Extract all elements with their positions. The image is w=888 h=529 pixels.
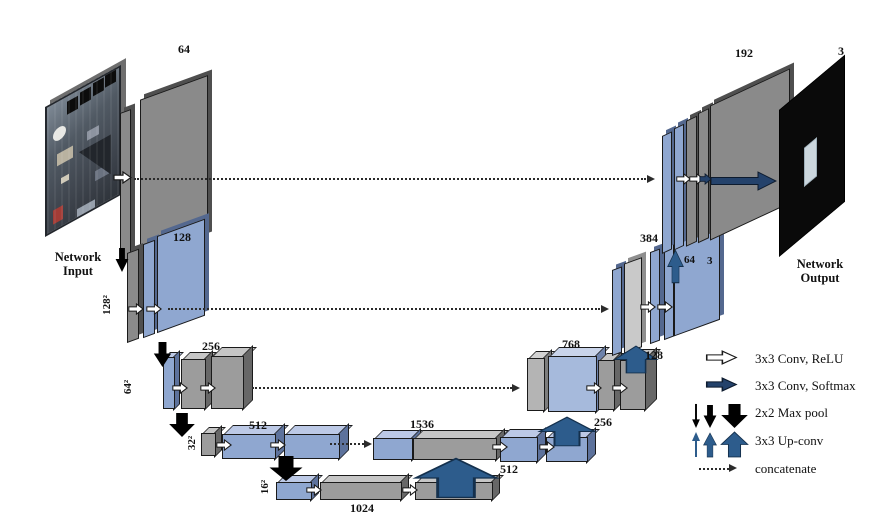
dec-block-1536-skip xyxy=(373,428,425,462)
dec1536-label: 1536 xyxy=(410,417,434,431)
conv-relu-arrow-icon xyxy=(640,301,656,313)
legend-max-pool-large-arrow-icon xyxy=(721,404,748,428)
enc-block-512-map xyxy=(201,425,226,458)
up128-label: 128 xyxy=(645,348,663,362)
up-conv-arrow-icon xyxy=(667,249,684,284)
enc64-label: 64 xyxy=(178,42,190,56)
feature-plane xyxy=(612,266,622,356)
legend-up-conv-thin-arrow-icon xyxy=(692,432,700,457)
conv64-label: 64 xyxy=(684,254,695,266)
max-pool-arrow-icon xyxy=(153,342,172,367)
conv-relu-arrow-icon xyxy=(492,441,508,453)
legend-concatenate-arrowhead-icon xyxy=(729,464,737,472)
legend-max-pool-thin-arrow-icon xyxy=(692,403,700,429)
feature-plane xyxy=(650,248,660,345)
enc1024-label: 1024 xyxy=(350,501,374,515)
dec512-label: 512 xyxy=(500,462,518,476)
pcb-texture xyxy=(47,67,119,234)
enc-block-512-map xyxy=(222,423,289,461)
concat-arrowhead-icon xyxy=(601,305,609,313)
concat-line-3 xyxy=(252,387,512,389)
conv-relu-arrow-icon xyxy=(676,173,691,185)
dec-block-768-conv xyxy=(598,351,626,412)
conv3-label: 3 xyxy=(707,255,713,267)
conv-relu-arrow-icon xyxy=(306,484,322,496)
output-caption: Network Output xyxy=(796,257,844,285)
enc-block-512-map xyxy=(284,423,353,461)
up-conv-arrow-icon xyxy=(412,457,500,499)
conv-relu-arrow-icon xyxy=(657,301,673,313)
conv-relu-arrow-icon xyxy=(113,171,132,184)
legend-up-conv-large-arrow-icon xyxy=(720,431,749,458)
dec-block-768-map xyxy=(548,345,610,414)
conv-relu-arrow-icon xyxy=(200,382,216,394)
feature-plane xyxy=(674,123,684,251)
feature-plane xyxy=(710,68,790,241)
legend-conv-softmax-label: 3x3 Conv, Softmax xyxy=(755,378,856,393)
concat-line-2 xyxy=(168,308,600,310)
max-pool-arrow-icon xyxy=(169,413,195,437)
conv-relu-arrow-icon xyxy=(539,441,555,453)
size32-label: 32² xyxy=(186,435,198,451)
feature-plane xyxy=(143,239,155,339)
legend-concatenate-label: concatenate xyxy=(755,461,817,476)
enc512-label: 512 xyxy=(249,418,267,432)
dec-block-192 xyxy=(662,68,790,263)
legend-max-pool-label: 2x2 Max pool xyxy=(755,405,828,420)
conv-relu-arrow-icon xyxy=(612,382,628,394)
network-input-image xyxy=(45,64,121,237)
enc256-label: 256 xyxy=(202,339,220,353)
up-conv-arrow-icon xyxy=(537,416,597,447)
max-pool-arrow-icon xyxy=(115,248,129,272)
size16-label: 16² xyxy=(259,479,271,495)
conv-softmax-arrow-icon xyxy=(711,171,777,191)
enc-block-256-map xyxy=(163,350,184,411)
dec384-label: 384 xyxy=(640,231,658,245)
up256-label: 256 xyxy=(594,415,612,429)
size64-label: 64² xyxy=(122,379,134,395)
bottleneck-map-1024 xyxy=(320,473,413,502)
concat-arrowhead-icon xyxy=(512,384,520,392)
conv-softmax-arrow-icon xyxy=(699,173,712,185)
out3-label: 3 xyxy=(838,44,844,58)
legend-concatenate-line xyxy=(699,468,729,470)
concat-arrowhead-icon xyxy=(647,175,655,183)
dec192-label: 192 xyxy=(735,46,753,60)
legend-up-conv-label: 3x3 Up-conv xyxy=(755,433,824,448)
output-defect-region xyxy=(804,137,817,188)
conv-relu-arrow-icon xyxy=(128,303,144,315)
conv-relu-arrow-icon xyxy=(216,439,232,451)
dec768-label: 768 xyxy=(562,337,580,351)
size128-label: 128² xyxy=(101,295,113,315)
input-caption: Network Input xyxy=(54,250,102,278)
dec-block-768-skip xyxy=(527,349,556,413)
conv-relu-arrow-icon xyxy=(146,303,162,315)
legend-max-pool-small-arrow-icon xyxy=(703,404,717,429)
max-pool-arrow-icon xyxy=(269,456,303,481)
conv-relu-arrow-icon xyxy=(172,382,188,394)
up-conv-arrow-icon xyxy=(613,345,659,374)
legend-conv-relu-arrow-icon xyxy=(705,350,738,365)
concat-line-4 xyxy=(330,443,364,445)
conv-relu-arrow-icon xyxy=(270,439,286,451)
legend-up-conv-small-arrow-icon xyxy=(703,432,717,458)
feature-plane xyxy=(662,131,672,254)
concat-arrowhead-icon xyxy=(364,440,372,448)
enc128-label: 128 xyxy=(173,230,191,244)
legend-conv-relu-label: 3x3 Conv, ReLU xyxy=(755,351,844,366)
enc-block-256-map xyxy=(211,345,257,411)
legend-conv-softmax-arrow-icon xyxy=(705,377,738,392)
conv-relu-arrow-icon xyxy=(586,382,602,394)
feature-plane xyxy=(120,108,131,263)
conv-relu-arrow-icon xyxy=(402,484,418,496)
enc-block-256-map xyxy=(181,350,217,411)
concat-line-1 xyxy=(134,178,646,180)
